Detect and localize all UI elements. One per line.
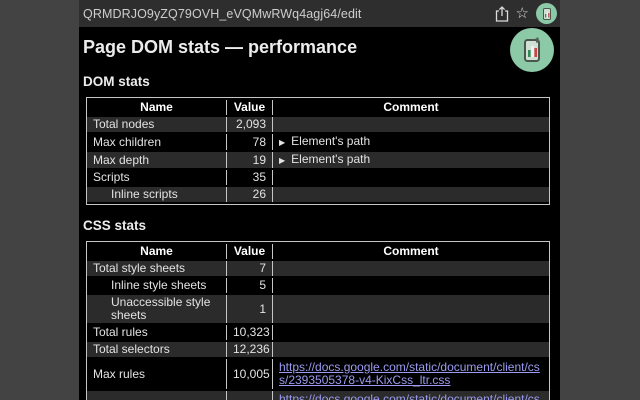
stat-value-cell: 19	[227, 152, 273, 168]
table-row: Max depth 19 ▶ Element's path	[87, 152, 549, 168]
table-header-row: Name Value Comment	[87, 100, 549, 115]
stat-name-cell: Max rules	[87, 359, 227, 389]
stat-name-cell: Max children	[87, 134, 227, 150]
stat-comment-cell	[273, 342, 549, 357]
table-row: Scripts 35	[87, 170, 549, 185]
stat-value-cell: 2,093	[227, 117, 273, 132]
column-header-name: Name	[87, 244, 227, 259]
table-row: Total nodes 2,093	[87, 117, 549, 132]
table-row: Max selectors11,950 https://docs.google.c…	[87, 391, 549, 400]
stat-value-cell: 5	[227, 278, 273, 293]
stat-comment-cell	[273, 261, 549, 276]
address-bar-url[interactable]: QRMDRJO9yZQ79OVH_eVQMwRWq4agj64/edit	[83, 6, 362, 21]
section-heading-dom-stats: DOM stats	[83, 74, 150, 89]
stat-comment-cell: https://docs.google.com/static/document/…	[273, 391, 549, 400]
stat-value-cell: 11,950	[227, 391, 273, 400]
stat-comment-cell: ▶ Element's path	[273, 134, 549, 150]
browser-toolbar: QRMDRJO9yZQ79OVH_eVQMwRWq4agj64/edit ☆	[79, 0, 560, 27]
stat-value-cell: 10,005	[227, 359, 273, 389]
table-row: Total style sheets 7	[87, 261, 549, 276]
stat-value-cell: 12,236	[227, 342, 273, 357]
table-header-row: Name Value Comment	[87, 244, 549, 259]
stat-comment-cell: https://docs.google.com/static/document/…	[273, 359, 549, 389]
elements-path-summary[interactable]: Element's path	[291, 152, 371, 166]
stat-name-cell: Max depth	[87, 152, 227, 168]
table-row: Inline style sheets 5	[87, 278, 549, 293]
stat-value-cell: 78	[227, 134, 273, 150]
phone-bar-chart-icon	[510, 28, 554, 72]
disclosure-triangle-icon[interactable]: ▶	[279, 138, 286, 147]
column-header-comment: Comment	[383, 244, 439, 258]
share-icon[interactable]	[495, 5, 509, 22]
stat-comment-cell: ▶ Element's path	[273, 152, 549, 168]
stat-value-cell: 35	[227, 170, 273, 185]
stat-name-cell: Max selectors	[87, 391, 227, 400]
stat-comment-cell	[273, 325, 549, 340]
column-header-value: Value	[227, 244, 273, 259]
browser-window: QRMDRJO9yZQ79OVH_eVQMwRWq4agj64/edit ☆	[79, 0, 560, 400]
stat-value-cell: 7	[227, 261, 273, 276]
page-title: Page DOM stats — performance	[83, 37, 358, 57]
table-row: Unaccessible style sheets 1	[87, 295, 549, 323]
stat-value-cell: 26	[227, 187, 273, 202]
stat-comment-cell	[273, 170, 549, 185]
table-row: Max children 78 ▶ Element's path	[87, 134, 549, 150]
column-header-comment: Comment	[383, 100, 439, 114]
stat-name-cell: Total selectors	[87, 342, 227, 357]
stylesheet-link[interactable]: https://docs.google.com/static/document/…	[279, 360, 540, 387]
dom-stats-table: Name Value Comment Total nodes 2,093 Max c…	[86, 97, 550, 205]
table-row: Total rules 10,323	[87, 325, 549, 340]
stat-name-cell: Inline style sheets	[87, 278, 227, 293]
stat-name-cell: Scripts	[87, 170, 227, 185]
elements-path-summary[interactable]: Element's path	[291, 134, 371, 148]
css-stats-table: Name Value Comment Total style sheets 7 In…	[86, 241, 550, 400]
table-row: Total selectors 12,236	[87, 342, 549, 357]
table-row: Max rules 10,005 https://docs.google.com/s…	[87, 359, 549, 389]
stat-name-cell: Total rules	[87, 325, 227, 340]
stat-name-cell: Inline scripts	[87, 187, 227, 202]
stat-name-cell: Unaccessible style sheets	[87, 295, 227, 323]
toolbar-icons: ☆	[488, 3, 557, 24]
stat-comment-cell	[273, 187, 549, 202]
column-header-name: Name	[87, 100, 227, 115]
stat-comment-cell	[273, 278, 549, 293]
disclosure-triangle-icon[interactable]: ▶	[279, 156, 286, 165]
stylesheet-link[interactable]: https://docs.google.com/static/document/…	[279, 392, 540, 400]
bookmark-star-icon[interactable]: ☆	[515, 5, 529, 22]
stat-comment-cell	[273, 117, 549, 132]
stat-comment-cell	[273, 295, 549, 323]
stat-name-cell: Total style sheets	[87, 261, 227, 276]
table-row: Inline scripts 26	[87, 187, 549, 202]
page-content: Page DOM stats — performance DOM stats N…	[79, 27, 560, 400]
stat-name-cell: Total nodes	[87, 117, 227, 132]
column-header-value: Value	[227, 100, 273, 115]
stat-value-cell: 1	[227, 295, 273, 323]
stat-value-cell: 10,323	[227, 325, 273, 340]
dom-stats-extension-icon[interactable]	[536, 3, 557, 24]
section-heading-css-stats: CSS stats	[83, 218, 147, 233]
